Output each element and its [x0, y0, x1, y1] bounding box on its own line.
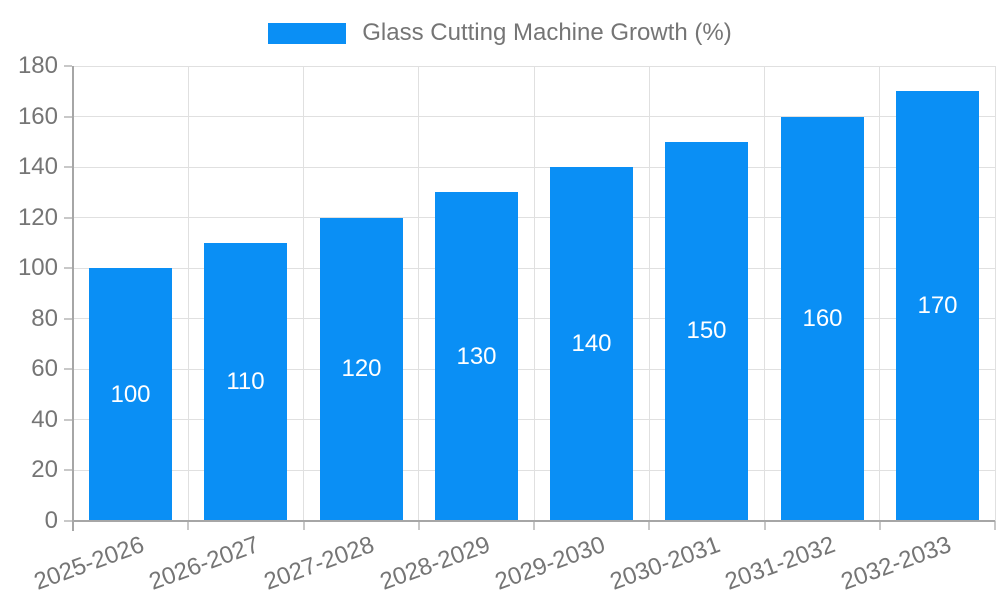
x-axis-tick	[763, 521, 766, 530]
gridline-vertical	[533, 66, 535, 521]
y-axis-tick	[64, 166, 72, 169]
bar-value-label: 130	[456, 342, 497, 370]
x-axis-tick	[187, 521, 190, 530]
x-axis-line	[73, 520, 995, 522]
y-axis-line	[72, 66, 74, 531]
y-axis-tick	[64, 267, 72, 270]
y-tick-label: 80	[31, 304, 58, 332]
bar[interactable]: 150	[665, 141, 748, 521]
x-tick-label: 2025-2026	[30, 531, 148, 596]
bar[interactable]: 100	[89, 268, 172, 521]
x-axis-tick	[994, 521, 996, 530]
bar-value-label: 120	[341, 355, 382, 383]
gridline-vertical	[303, 66, 304, 521]
x-tick-label: 2027-2028	[260, 531, 379, 596]
gridline-vertical	[648, 66, 650, 521]
legend-swatch-icon	[268, 22, 347, 44]
y-tick-label: 20	[31, 456, 58, 484]
y-axis-tick	[64, 65, 72, 67]
y-axis-tick	[64, 317, 72, 320]
x-tick-label: 2030-2031	[606, 531, 724, 596]
bar-value-label: 140	[571, 330, 612, 358]
bar-value-label: 160	[802, 304, 843, 332]
y-tick-label: 140	[17, 153, 58, 181]
bar-value-label: 110	[226, 367, 265, 395]
legend-label: Glass Cutting Machine Growth (%)	[362, 19, 732, 46]
y-tick-label: 100	[17, 254, 58, 282]
y-axis-tick	[64, 520, 72, 522]
y-tick-label: 40	[31, 405, 58, 433]
bar-value-label: 170	[917, 292, 958, 320]
y-axis-tick	[64, 418, 72, 421]
y-tick-label: 0	[44, 507, 58, 534]
y-axis-tick	[64, 469, 72, 472]
gridline-vertical	[187, 66, 189, 521]
x-tick-label: 2028-2029	[376, 531, 494, 596]
bar[interactable]: 160	[781, 116, 864, 521]
y-tick-label: 180	[17, 52, 58, 79]
gridline-vertical	[994, 66, 996, 521]
x-tick-label: 2032-2033	[837, 531, 955, 596]
plot-area: 0 20 40 60 80 100 120 140 160 180 100 110 120 130 140 1…	[18, 52, 996, 596]
x-axis-tick	[417, 521, 420, 530]
bar[interactable]: 140	[550, 167, 633, 521]
y-tick-label: 60	[31, 355, 58, 383]
y-tick-label: 160	[17, 102, 58, 130]
gridline-vertical	[764, 66, 765, 521]
bar[interactable]: 170	[896, 91, 979, 521]
bar-value-label: 100	[110, 380, 151, 408]
bar-value-label: 150	[686, 317, 727, 345]
x-axis-tick	[533, 521, 535, 530]
x-axis-tick	[878, 521, 881, 530]
bar[interactable]: 130	[435, 192, 518, 521]
bar[interactable]: 120	[320, 217, 403, 521]
bar[interactable]: 110	[204, 242, 287, 521]
x-axis-tick	[648, 521, 651, 530]
y-tick-label: 120	[17, 203, 58, 231]
x-tick-label: 2029-2030	[491, 531, 609, 596]
gridline-vertical	[418, 66, 420, 521]
x-axis-tick	[302, 521, 305, 530]
x-tick-label: 2031-2032	[721, 531, 840, 596]
gridline-vertical	[879, 66, 881, 521]
y-axis-tick	[64, 216, 72, 219]
y-axis-tick	[64, 115, 72, 118]
x-tick-label: 2026-2027	[145, 531, 263, 596]
legend[interactable]: Glass Cutting Machine Growth (%)	[0, 18, 1000, 48]
y-axis-tick	[64, 368, 72, 371]
